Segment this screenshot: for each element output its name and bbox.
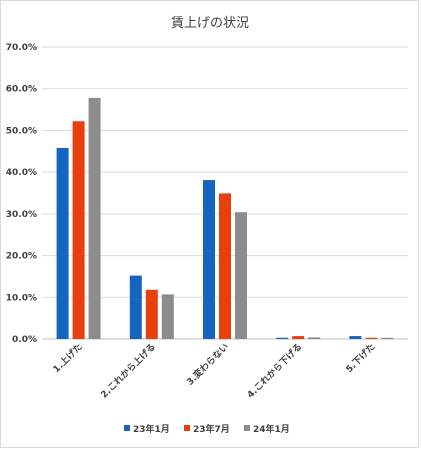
legend-label: 23年1月 xyxy=(133,423,170,435)
x-category-label: 2.これから上げる xyxy=(98,341,158,401)
legend-label: 24年1月 xyxy=(253,423,290,435)
y-tick-label: 50.0% xyxy=(6,126,37,136)
legend-swatch xyxy=(124,425,130,431)
x-category-label: 3.変わらない xyxy=(184,341,231,388)
bar xyxy=(161,294,174,339)
y-axis-ticks: 0.0% 10.0% 20.0% 30.0% 40.0% 50.0% 60.0% 70.0% xyxy=(6,43,37,345)
x-category-label: 1.上げた xyxy=(50,341,84,375)
chart-title: 賃上げの状況 xyxy=(171,16,249,31)
bar xyxy=(219,193,231,339)
y-tick-label: 70.0% xyxy=(6,43,37,53)
legend-swatch xyxy=(184,425,190,431)
x-axis-categories: 1.上げた 2.これから上げる 3.変わらない 4.これから下げる 5.下げた xyxy=(50,341,377,401)
legend-swatch xyxy=(244,425,250,431)
bar xyxy=(276,337,289,339)
bar xyxy=(88,97,101,340)
legend-label: 23年7月 xyxy=(193,423,230,435)
bar xyxy=(72,121,85,339)
gridlines xyxy=(42,46,408,340)
bar xyxy=(292,336,305,339)
bar xyxy=(381,337,394,339)
y-tick-label: 60.0% xyxy=(6,85,37,95)
y-tick-label: 40.0% xyxy=(6,168,37,178)
x-category-label: 5.下げた xyxy=(343,341,377,375)
x-category-label: 4.これから下げる xyxy=(244,341,304,401)
legend: 23年1月 23年7月 24年1月 xyxy=(124,423,290,435)
bar xyxy=(56,147,69,339)
bar xyxy=(349,336,362,339)
y-tick-label: 10.0% xyxy=(6,293,37,303)
bar xyxy=(235,212,247,339)
bar xyxy=(129,275,142,339)
bar xyxy=(145,289,158,339)
bars xyxy=(56,97,394,340)
bar xyxy=(308,337,321,339)
bar xyxy=(365,337,378,339)
bar xyxy=(203,180,215,339)
y-tick-label: 20.0% xyxy=(6,252,37,262)
y-tick-label: 30.0% xyxy=(6,210,37,220)
y-tick-label: 0.0% xyxy=(12,335,37,345)
